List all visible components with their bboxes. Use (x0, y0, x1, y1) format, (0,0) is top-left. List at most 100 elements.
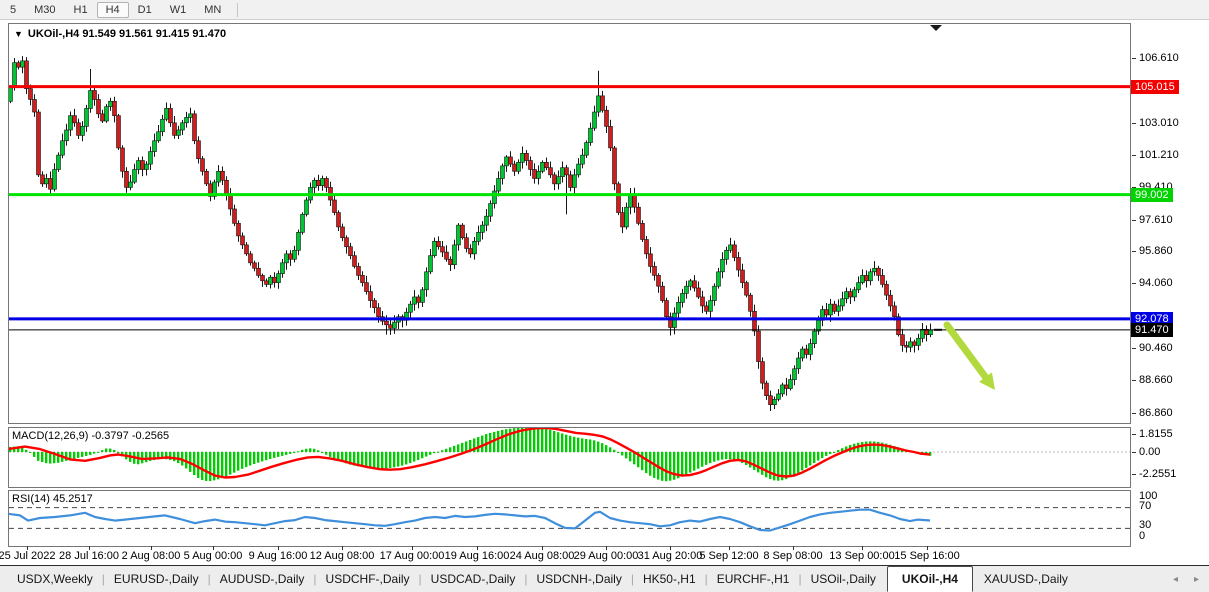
candle (900, 334, 905, 346)
macd-histogram-bar (313, 448, 316, 452)
date-label: 17 Aug 00:00 (379, 550, 445, 562)
date-label: 9 Aug 16:00 (248, 550, 308, 562)
date-label: 12 Aug 08:00 (309, 550, 375, 562)
macd-histogram-bar (885, 443, 888, 452)
macd-histogram-bar (893, 445, 896, 452)
down-arrow-annotation[interactable] (943, 321, 989, 381)
timeframe-button-w1[interactable]: W1 (169, 3, 187, 16)
candle (472, 241, 477, 255)
candle (316, 179, 321, 186)
macd-histogram-bar (377, 452, 380, 469)
candle (320, 178, 325, 186)
candle (144, 163, 149, 170)
tab-audusd-daily[interactable]: AUDUSD-,Daily (219, 572, 305, 586)
macd-histogram-bar (277, 452, 280, 457)
candle (460, 224, 465, 239)
rsi-panel[interactable] (8, 490, 1131, 547)
tab-nav: ◂ ▸ (1173, 574, 1199, 585)
candle (356, 266, 361, 276)
candle (732, 244, 737, 258)
chart-title-text: UKOil-,H4 91.549 91.561 91.415 91.470 (27, 28, 227, 40)
date-label: 15 Sep 16:00 (894, 550, 960, 562)
tab-usdx-weekly[interactable]: USDX,Weekly (17, 572, 93, 586)
macd-histogram-bar (773, 452, 776, 481)
price-tick-label: 90.460 (1139, 341, 1173, 354)
tab-usoil-daily[interactable]: USOil-,Daily (810, 572, 876, 586)
candle (268, 276, 273, 285)
chart-shift-marker-icon[interactable] (930, 25, 942, 31)
symbol-tabbar: USDX,Weekly | EURUSD-,Daily | AUDUSD-,Daily |… (0, 565, 1209, 592)
rsi-tick-label: 70 (1139, 500, 1152, 512)
macd-histogram-bar (813, 452, 816, 464)
macd-histogram-bar (257, 452, 260, 463)
macd-histogram-bar (229, 452, 232, 475)
macd-histogram-bar (413, 452, 416, 462)
candle (828, 303, 833, 316)
tab-usdcad-daily[interactable]: USDCAD-,Daily (430, 572, 516, 586)
macd-histogram-bar (537, 428, 540, 452)
macd-histogram-bar (153, 452, 156, 460)
macd-histogram-bar (173, 452, 176, 462)
macd-histogram-bar (321, 452, 324, 453)
candle (372, 300, 377, 309)
candle (704, 305, 709, 312)
timeframe-button-m30[interactable]: M30 (34, 3, 56, 16)
candle (72, 115, 77, 124)
candle (912, 341, 917, 346)
candle (520, 153, 525, 163)
tab-usdchf-daily[interactable]: USDCHF-,Daily (325, 572, 410, 586)
price-chart-panel[interactable] (8, 23, 1131, 424)
macd-histogram-bar (645, 452, 648, 474)
candle (684, 285, 689, 294)
tab-ukoil-h4[interactable]: UKOil-,H4 (886, 566, 973, 592)
candle (776, 393, 781, 400)
macd-histogram-bar (89, 452, 92, 455)
tab-eurusd-daily[interactable]: EURUSD-,Daily (113, 572, 199, 586)
timeframe-button-h4[interactable]: H4 (96, 1, 129, 18)
candle (544, 162, 549, 168)
macd-histogram-bar (509, 428, 512, 452)
macd-histogram-bar (461, 442, 464, 452)
tab-xauusd-daily[interactable]: XAUUSD-,Daily (983, 572, 1068, 586)
tab-usdcnh-daily[interactable]: USDCNH-,Daily (536, 572, 622, 586)
candle (28, 88, 33, 100)
candle (864, 275, 869, 282)
tab-hk50-h1[interactable]: HK50-,H1 (642, 572, 696, 586)
chevron-down-icon[interactable]: ▼ (14, 29, 23, 39)
macd-histogram-bar (637, 452, 640, 468)
macd-histogram-bar (669, 452, 672, 481)
tab-scroll-left-icon[interactable]: ◂ (1172, 573, 1178, 585)
macd-histogram-bar (193, 452, 196, 476)
tab-scroll-right-icon[interactable]: ▸ (1193, 573, 1199, 585)
macd-histogram-bar (765, 452, 768, 478)
candle (604, 109, 609, 127)
macd-histogram-bar (237, 452, 240, 471)
candle (212, 181, 217, 197)
timeframe-button-5[interactable]: 5 (10, 3, 17, 16)
macd-histogram-bar (781, 452, 784, 481)
candle (76, 122, 81, 136)
macd-histogram-bar (109, 448, 112, 452)
candle (132, 169, 137, 183)
macd-histogram-bar (29, 452, 32, 453)
candle (352, 255, 357, 267)
candle (616, 183, 621, 213)
timeframe-button-d1[interactable]: D1 (137, 3, 152, 16)
candle (800, 348, 805, 359)
candle (252, 262, 257, 269)
timeframe-button-mn[interactable]: MN (204, 3, 222, 16)
macd-histogram-bar (101, 450, 104, 452)
macd-histogram-bar (41, 452, 44, 463)
candlesticks (9, 56, 933, 411)
timeframe-button-h1[interactable]: H1 (73, 3, 88, 16)
price-badge-92.078: 92.078 (1131, 311, 1173, 326)
candle (12, 62, 17, 88)
date-label: 8 Sep 08:00 (763, 550, 823, 562)
macd-histogram-bar (17, 446, 20, 452)
macd-histogram-bar (597, 441, 600, 452)
tab-eurchf-h1[interactable]: EURCHF-,H1 (716, 572, 790, 586)
candle (224, 179, 229, 195)
macd-histogram-bar (341, 452, 344, 463)
macd-panel[interactable] (8, 427, 1131, 488)
candle (448, 258, 453, 265)
